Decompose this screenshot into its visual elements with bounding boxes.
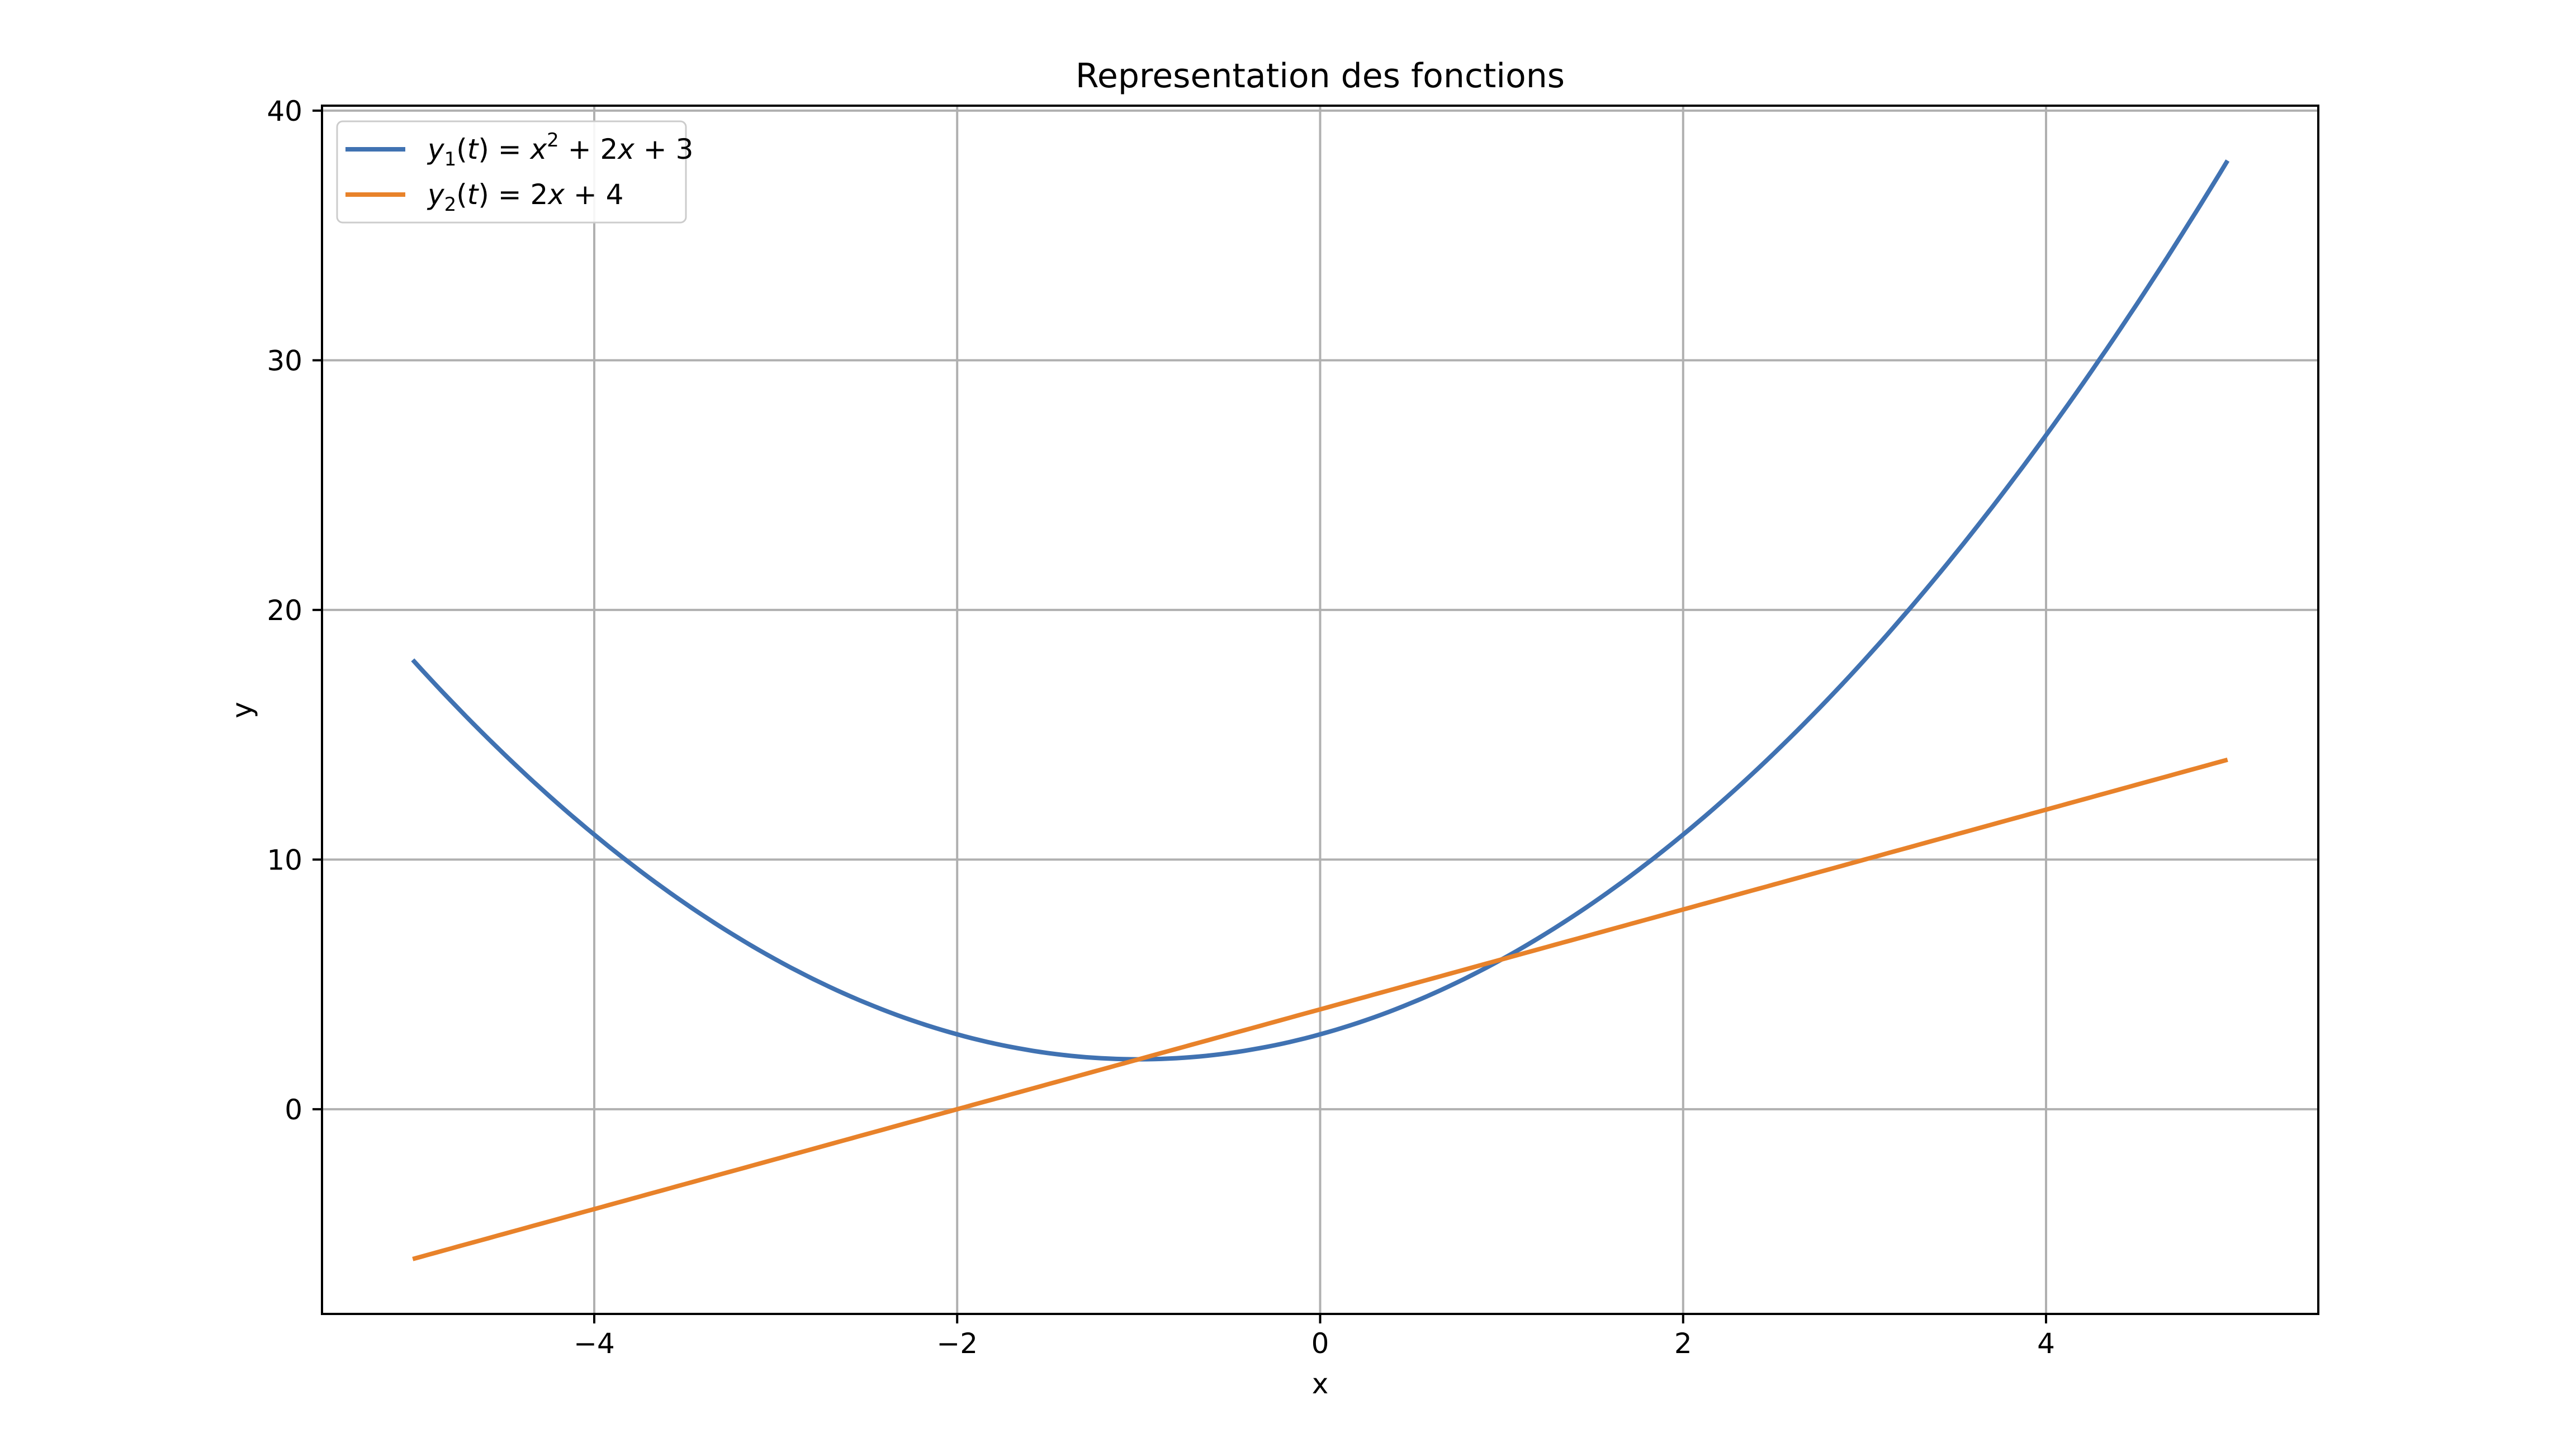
x-tick-label: 0 xyxy=(1311,1327,1329,1360)
x-tick-label: −2 xyxy=(936,1327,978,1360)
legend: y1(t) = x2 + 2x + 3 y2(t) = 2x + 4 xyxy=(336,120,693,224)
axis-ticks xyxy=(312,109,2047,1323)
grid-lines xyxy=(322,106,2318,1314)
chart-title: Representation des fonctions xyxy=(1076,56,1565,96)
y-tick-label: 20 xyxy=(267,594,302,627)
legend-box xyxy=(336,120,687,224)
y-tick-label: 0 xyxy=(285,1094,302,1126)
x-tick-label: 2 xyxy=(1674,1327,1692,1360)
y-tick-label: 10 xyxy=(267,844,302,876)
x-tick-labels: −4 −2 0 2 4 xyxy=(574,1327,2055,1360)
y-tick-label: 40 xyxy=(267,95,302,127)
y-tick-label: 30 xyxy=(267,344,302,377)
series-curve xyxy=(411,159,2230,1062)
x-tick-label: 4 xyxy=(2037,1327,2055,1360)
legend-label: y1(t) = x2 + 2x + 3 xyxy=(427,129,693,171)
plot-series xyxy=(411,159,2230,1261)
x-tick-label: −4 xyxy=(574,1327,615,1360)
series-curve xyxy=(412,757,2228,1261)
legend-label: y2(t) = 2x + 4 xyxy=(427,178,623,216)
x-axis-label: x xyxy=(1312,1368,1329,1400)
axes-frame xyxy=(321,105,2319,1315)
y-axis-label: y xyxy=(226,702,258,718)
y-tick-labels: 0 10 20 30 40 xyxy=(267,95,302,1126)
